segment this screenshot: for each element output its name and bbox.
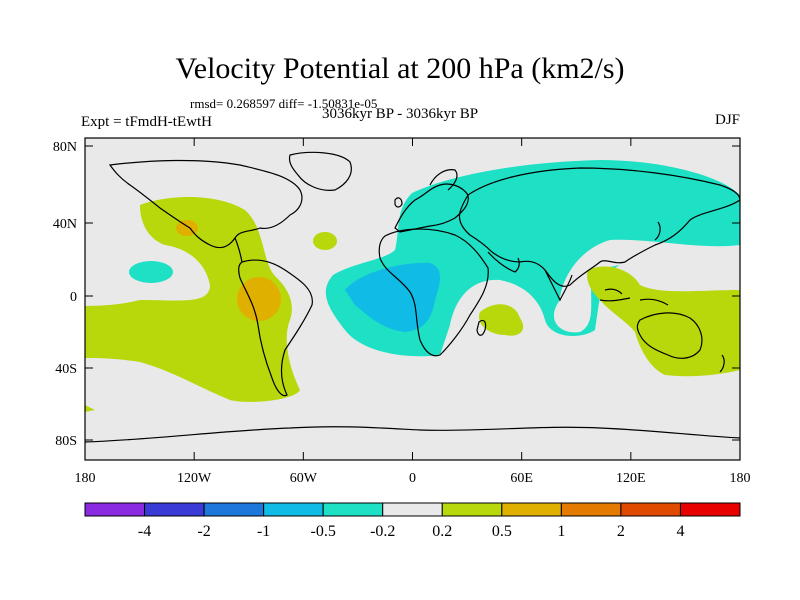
colorbar-label: 0.5 (492, 523, 512, 540)
rmsd-diff-stats: rmsd= 0.268597 diff= -1.50831e-05 (190, 96, 378, 111)
season-label: DJF (714, 112, 740, 128)
lat-tick-label: 0 (70, 290, 77, 305)
lon-tick-label: 180 (730, 471, 751, 486)
lon-tick-label: 0 (409, 471, 416, 486)
maritime-positive-region (587, 266, 740, 377)
andes-positive-core (237, 277, 281, 321)
colorbar-label: 4 (676, 523, 684, 540)
period-label: 3036kyr BP - 3036kyr BP (321, 106, 479, 122)
pacific-negative-blob (129, 261, 173, 283)
coastlines (85, 151, 740, 443)
colorbar-label: 2 (617, 523, 625, 540)
lat-tick-label: 80S (55, 434, 77, 449)
lat-tick-label: 40S (55, 362, 77, 377)
pacific-positive-region (85, 196, 300, 402)
south-pacific-sliver (85, 405, 95, 412)
lon-tick-label: 60W (290, 471, 318, 486)
colorbar-box (679, 502, 741, 517)
colorbar-box (322, 502, 384, 517)
colorbar-box (441, 502, 503, 517)
atlantic-positive-blob (313, 232, 337, 250)
axis-ticks: 180 120W 60W 0 60E 120E 180 80N 40N 0 40S 80S (53, 138, 751, 486)
lon-tick-label: 60E (510, 471, 533, 486)
colorbar-box (620, 502, 681, 517)
colorbar-box (501, 502, 562, 517)
colorbar-box (560, 502, 622, 517)
lon-tick-label: 120E (616, 471, 646, 486)
colorbar-label: 1 (557, 523, 565, 540)
experiment-label: Expt = tFmdH-tEwtH (81, 114, 212, 130)
colorbar-label: -2 (197, 523, 210, 540)
figure-title: Velocity Potential at 200 hPa (km2/s) (175, 52, 625, 85)
colorbar: -4 -2 -1 -0.5 -0.2 0.2 0.5 1 2 4 (84, 502, 741, 540)
lat-tick-label: 80N (53, 140, 77, 155)
colorbar-label: -4 (138, 523, 151, 540)
colorbar-box (382, 502, 443, 517)
colorbar-label: -1 (257, 523, 270, 540)
east-africa-positive-region (479, 304, 524, 336)
colorbar-box (203, 502, 265, 517)
colorbar-box (144, 502, 205, 517)
colorbar-label: 0.2 (432, 523, 452, 540)
colorbar-box (84, 502, 146, 517)
colorbar-label: -0.2 (370, 523, 395, 540)
colorbar-box (263, 502, 324, 517)
lon-tick-label: 180 (75, 471, 96, 486)
lat-tick-label: 40N (53, 217, 77, 232)
colorbar-label: -0.5 (311, 523, 336, 540)
lon-tick-label: 120W (177, 471, 212, 486)
